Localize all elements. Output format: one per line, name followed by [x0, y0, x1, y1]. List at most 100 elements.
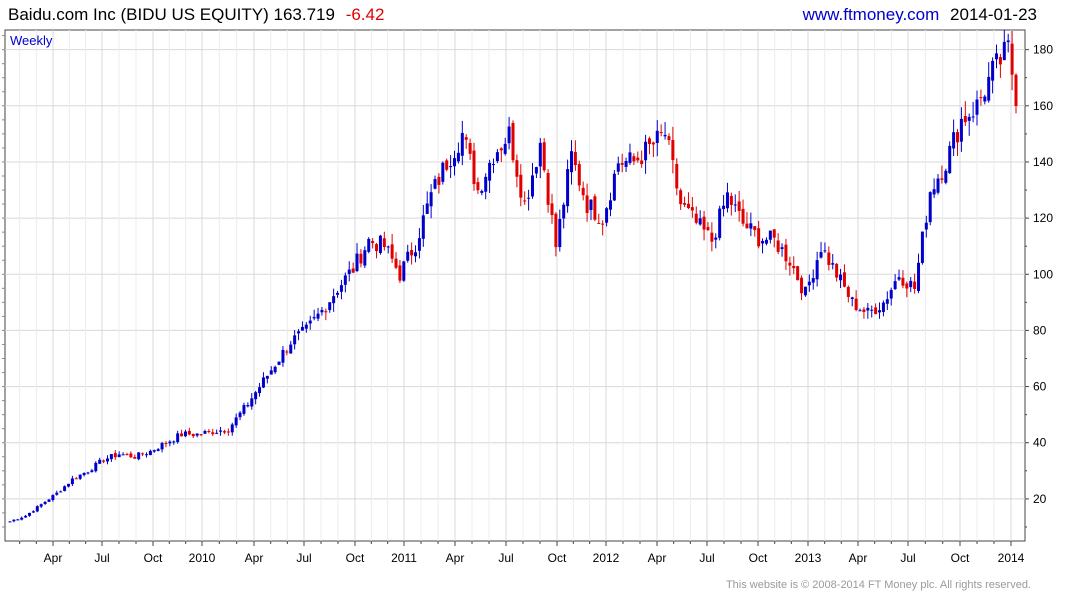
candle-body: [562, 204, 566, 219]
candle-body: [616, 163, 620, 172]
candle-body: [254, 392, 258, 400]
candle-body: [710, 232, 714, 242]
candle-body: [297, 331, 301, 334]
y-tick-label: 160: [1033, 99, 1053, 113]
candle-body: [94, 462, 98, 472]
candle-body: [866, 307, 870, 311]
candle-body: [484, 176, 488, 192]
candle-body: [437, 176, 441, 185]
candle-body: [651, 142, 655, 145]
candle-body: [507, 126, 511, 144]
candle-body: [78, 474, 82, 479]
candle-body: [554, 213, 558, 248]
candle-body: [250, 398, 254, 407]
security-title: Baidu.com Inc (BIDU US EQUITY) 163.719 -…: [8, 5, 384, 25]
candle-body: [893, 281, 897, 290]
candle-body: [425, 203, 429, 214]
y-tick-label: 120: [1033, 211, 1053, 225]
candle-body: [82, 472, 86, 476]
candles: [8, 29, 1018, 523]
candle-body: [573, 151, 577, 166]
candle-body: [495, 152, 499, 162]
candle-body: [277, 361, 281, 365]
candle-body: [417, 238, 421, 251]
candle-body: [862, 309, 866, 312]
candle-body: [655, 130, 659, 143]
candle-body: [328, 302, 332, 311]
candle-body: [261, 377, 265, 388]
candle-body: [928, 192, 932, 223]
candle-body: [839, 274, 843, 281]
candle-body: [593, 196, 597, 220]
candle-body: [967, 116, 971, 121]
candle-body: [336, 292, 340, 295]
candle-body: [258, 387, 262, 394]
candle-body: [581, 187, 585, 196]
candle-body: [222, 431, 226, 433]
candle-body: [285, 351, 289, 353]
candle-body: [191, 433, 195, 437]
candle-body: [714, 237, 718, 240]
candle-body: [63, 486, 67, 491]
candle-body: [811, 278, 815, 283]
site-link[interactable]: www.ftmoney.com: [802, 5, 940, 24]
candle-body: [109, 454, 113, 460]
grid-lines: [2, 30, 1029, 546]
candle-body: [706, 227, 710, 231]
candle-body: [608, 200, 612, 210]
candle-body: [371, 241, 375, 244]
candle-body: [320, 309, 324, 313]
candle-body: [874, 307, 878, 315]
candle-body: [803, 286, 807, 296]
candle-body: [694, 213, 698, 223]
candle-body: [788, 262, 792, 266]
candle-body: [991, 60, 995, 81]
candle-body: [909, 280, 913, 288]
candle-body: [956, 132, 960, 143]
candle-body: [745, 223, 749, 229]
candle-body: [542, 142, 546, 171]
candle-body: [39, 504, 43, 507]
candle-body: [464, 137, 468, 140]
candle-body: [998, 57, 1002, 65]
candle-body: [515, 160, 519, 177]
x-tick-label: Jul: [900, 551, 915, 565]
candle-body: [59, 491, 63, 493]
y-tick-label: 60: [1033, 380, 1047, 394]
candle-body: [148, 450, 152, 456]
candle-body: [944, 170, 948, 183]
candle-body: [300, 326, 304, 331]
candle-body: [546, 173, 550, 205]
candle-body: [659, 132, 663, 134]
candle-body: [468, 143, 472, 154]
candle-body: [667, 136, 671, 141]
y-tick-label: 100: [1033, 267, 1053, 281]
candle-body: [86, 472, 90, 474]
candle-body: [51, 495, 55, 501]
candle-body: [979, 97, 983, 99]
security-name: Baidu.com Inc: [8, 5, 116, 24]
candle-body: [624, 161, 628, 167]
candle-body: [304, 324, 308, 329]
candle-body: [20, 517, 24, 520]
candle-body: [753, 226, 757, 230]
plot-area: [4, 29, 1026, 542]
price-change: -6.42: [345, 5, 385, 24]
candle-body: [492, 164, 496, 166]
candle-body: [176, 433, 180, 443]
candle-body: [881, 302, 885, 312]
copyright-footer: This website is © 2008-2014 FT Money plc…: [725, 579, 1031, 591]
candle-body: [952, 132, 956, 149]
candle-body: [137, 452, 141, 460]
candle-body: [772, 229, 776, 238]
x-tick-label: Apr: [849, 551, 868, 565]
candle-body: [386, 246, 390, 248]
candle-body: [339, 285, 343, 292]
x-tick-label: Oct: [548, 551, 567, 565]
candle-body: [566, 169, 570, 207]
y-tick-label: 80: [1033, 323, 1047, 337]
candle-body: [917, 262, 921, 291]
candle-body: [761, 240, 765, 244]
candle-body: [367, 238, 371, 252]
